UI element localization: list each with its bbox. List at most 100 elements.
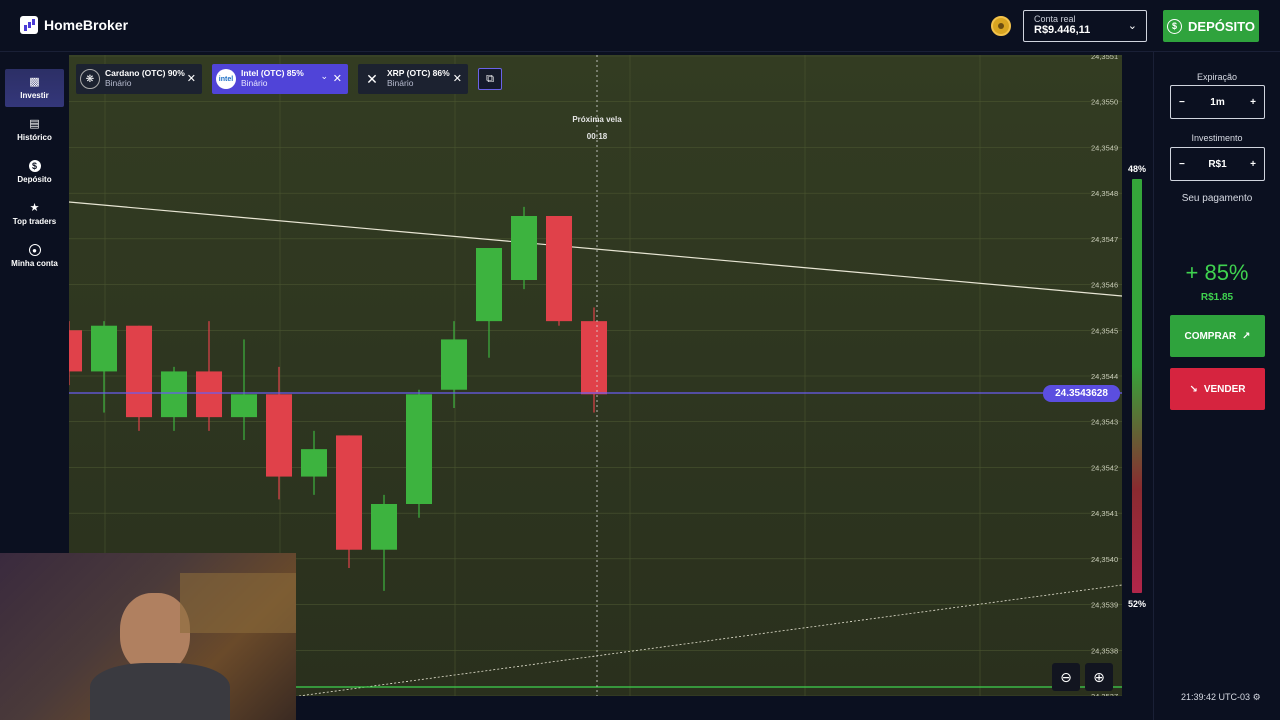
payout-value: R$1.85	[1200, 292, 1234, 303]
account-balance: R$9.446,11	[1034, 24, 1091, 36]
clock-text: 21:39:42 UTC-03	[1181, 692, 1251, 702]
zoom-in-button[interactable]: ⊕	[1085, 663, 1113, 691]
investment-label: Investimento	[1191, 133, 1243, 143]
copy-icon: ⧉	[486, 72, 494, 85]
sidebar-item-label: Minha conta	[11, 259, 58, 268]
trend-line-dotted[interactable]	[298, 584, 1122, 696]
top-bar: HomeBroker Conta real R$9.446,11 ⌄ $ DEP…	[0, 0, 1280, 52]
y-tick-label: 24,3547	[1091, 235, 1118, 244]
y-tick-label: 24,3542	[1091, 463, 1118, 472]
candle-body	[231, 394, 257, 418]
homebroker-logo-icon	[20, 16, 38, 34]
asset-tabs: ❋ Cardano (OTC) 90% Binário ✕ intel Inte…	[76, 64, 502, 94]
streamer-face	[120, 593, 190, 673]
account-selector[interactable]: Conta real R$9.446,11 ⌄	[1023, 10, 1147, 42]
deposit-button[interactable]: $ DEPÓSITO	[1163, 10, 1259, 42]
candle-body	[581, 321, 607, 395]
sidebar-item-historico[interactable]: ▤ Histórico	[5, 111, 64, 149]
tab-asset-type: Binário	[105, 78, 132, 88]
y-tick-label: 24,3548	[1091, 189, 1118, 198]
candle-body	[196, 371, 222, 418]
trophy-icon: ★	[29, 202, 40, 214]
sentiment-up-percent: 48%	[1128, 164, 1147, 174]
sentiment-down-percent: 52%	[1128, 599, 1147, 609]
trending-up-icon: ↗	[1242, 330, 1251, 342]
trending-down-icon: ↘	[1189, 383, 1198, 395]
tab-cardano[interactable]: ❋ Cardano (OTC) 90% Binário ✕	[76, 64, 202, 94]
tab-asset-name: Intel (OTC) 85%	[241, 68, 304, 78]
candlestick-chart[interactable]: 24,3551 24,3550 24,3549 24,3548 24,3547 24,35…	[69, 55, 1122, 696]
sidebar-item-label: Investir	[20, 91, 49, 100]
candle-body	[69, 330, 82, 372]
sidebar-item-investir[interactable]: ▩ Investir	[5, 69, 64, 107]
next-candle-countdown: Próxima vela 00:18	[560, 111, 634, 145]
candle-body	[91, 325, 117, 372]
buy-button-label: COMPRAR	[1184, 330, 1237, 342]
background-shelf	[180, 573, 296, 633]
y-tick-label: 24,3538	[1091, 646, 1118, 655]
zoom-out-button[interactable]: ⊖	[1052, 663, 1080, 691]
clock: 21:39:42 UTC-03 ⚙	[1181, 692, 1261, 703]
sell-button-label: VENDER	[1203, 383, 1246, 395]
expiration-label: Expiração	[1196, 72, 1238, 82]
y-tick-label: 24,3543	[1091, 418, 1118, 427]
cardano-icon: ❋	[80, 69, 100, 89]
y-tick-label: 24,3550	[1091, 98, 1118, 107]
plus-icon[interactable]: +	[1250, 158, 1256, 170]
expiration-value[interactable]: 1m	[1210, 96, 1225, 108]
close-icon[interactable]: ✕	[452, 73, 462, 85]
candle-body	[546, 216, 572, 322]
sidebar-item-minha-conta[interactable]: ● Minha conta	[5, 237, 64, 275]
level-badge-icon[interactable]	[991, 16, 1011, 36]
history-icon: ▤	[29, 118, 40, 130]
sidebar-item-top-traders[interactable]: ★ Top traders	[5, 195, 64, 233]
sentiment-bar	[1132, 179, 1142, 593]
account-type-label: Conta real	[1034, 14, 1076, 24]
gear-icon[interactable]: ⚙	[1252, 692, 1261, 702]
y-tick-label: 24,3540	[1091, 555, 1118, 564]
add-chart-button[interactable]: ⧉	[478, 68, 502, 90]
expiration-stepper[interactable]: − 1m +	[1170, 85, 1265, 119]
trend-line[interactable]	[69, 201, 1122, 297]
next-candle-timer: 00:18	[586, 132, 608, 141]
candle-body	[511, 216, 537, 280]
logo[interactable]: HomeBroker	[20, 16, 128, 34]
close-icon[interactable]: ✕	[186, 73, 196, 85]
webcam-overlay	[0, 553, 296, 720]
investment-stepper[interactable]: − R$1 +	[1170, 147, 1265, 181]
candle-body	[336, 435, 362, 550]
sell-button[interactable]: ↘ VENDER	[1170, 368, 1265, 410]
payout-label: Seu pagamento	[1181, 193, 1253, 204]
close-icon[interactable]: ✕	[332, 73, 342, 85]
investment-value[interactable]: R$1	[1208, 158, 1227, 170]
candle-body	[476, 248, 502, 322]
candle-body	[371, 504, 397, 550]
y-tick-label: 24,3546	[1091, 281, 1118, 290]
plus-icon[interactable]: +	[1250, 96, 1256, 108]
minus-icon[interactable]: −	[1179, 96, 1185, 108]
y-tick-label: 24,3545	[1091, 326, 1118, 335]
y-tick-label: 24,3539	[1091, 601, 1118, 610]
buy-button[interactable]: COMPRAR ↗	[1170, 315, 1265, 357]
deposit-button-label: DEPÓSITO	[1188, 18, 1255, 34]
chevron-down-icon[interactable]: ⌄	[320, 71, 328, 81]
sidebar-item-deposito[interactable]: $ Depósito	[5, 153, 64, 191]
dollar-icon: $	[1167, 18, 1183, 34]
y-tick-label: 24,3544	[1091, 372, 1118, 381]
sidebar-item-label: Histórico	[17, 133, 52, 142]
y-tick-label: 24,3541	[1091, 509, 1118, 518]
streamer-shirt	[90, 663, 230, 720]
y-tick-label: 24,3549	[1091, 143, 1118, 152]
xrp-icon: ✕	[366, 70, 378, 87]
app-name: HomeBroker	[44, 17, 129, 33]
intel-icon: intel	[216, 69, 236, 89]
minus-icon[interactable]: −	[1179, 158, 1185, 170]
candle-body	[161, 371, 187, 418]
candle-body	[406, 394, 432, 504]
tab-xrp[interactable]: ✕ XRP (OTC) 86% Binário ✕	[358, 64, 468, 94]
payout-percent: + 85%	[1185, 260, 1249, 285]
candle-body	[266, 394, 292, 477]
next-candle-label: Próxima vela	[572, 115, 622, 124]
dollar-icon: $	[28, 160, 41, 172]
tab-intel[interactable]: intel Intel (OTC) 85% Binário ⌄ ✕	[212, 64, 348, 94]
